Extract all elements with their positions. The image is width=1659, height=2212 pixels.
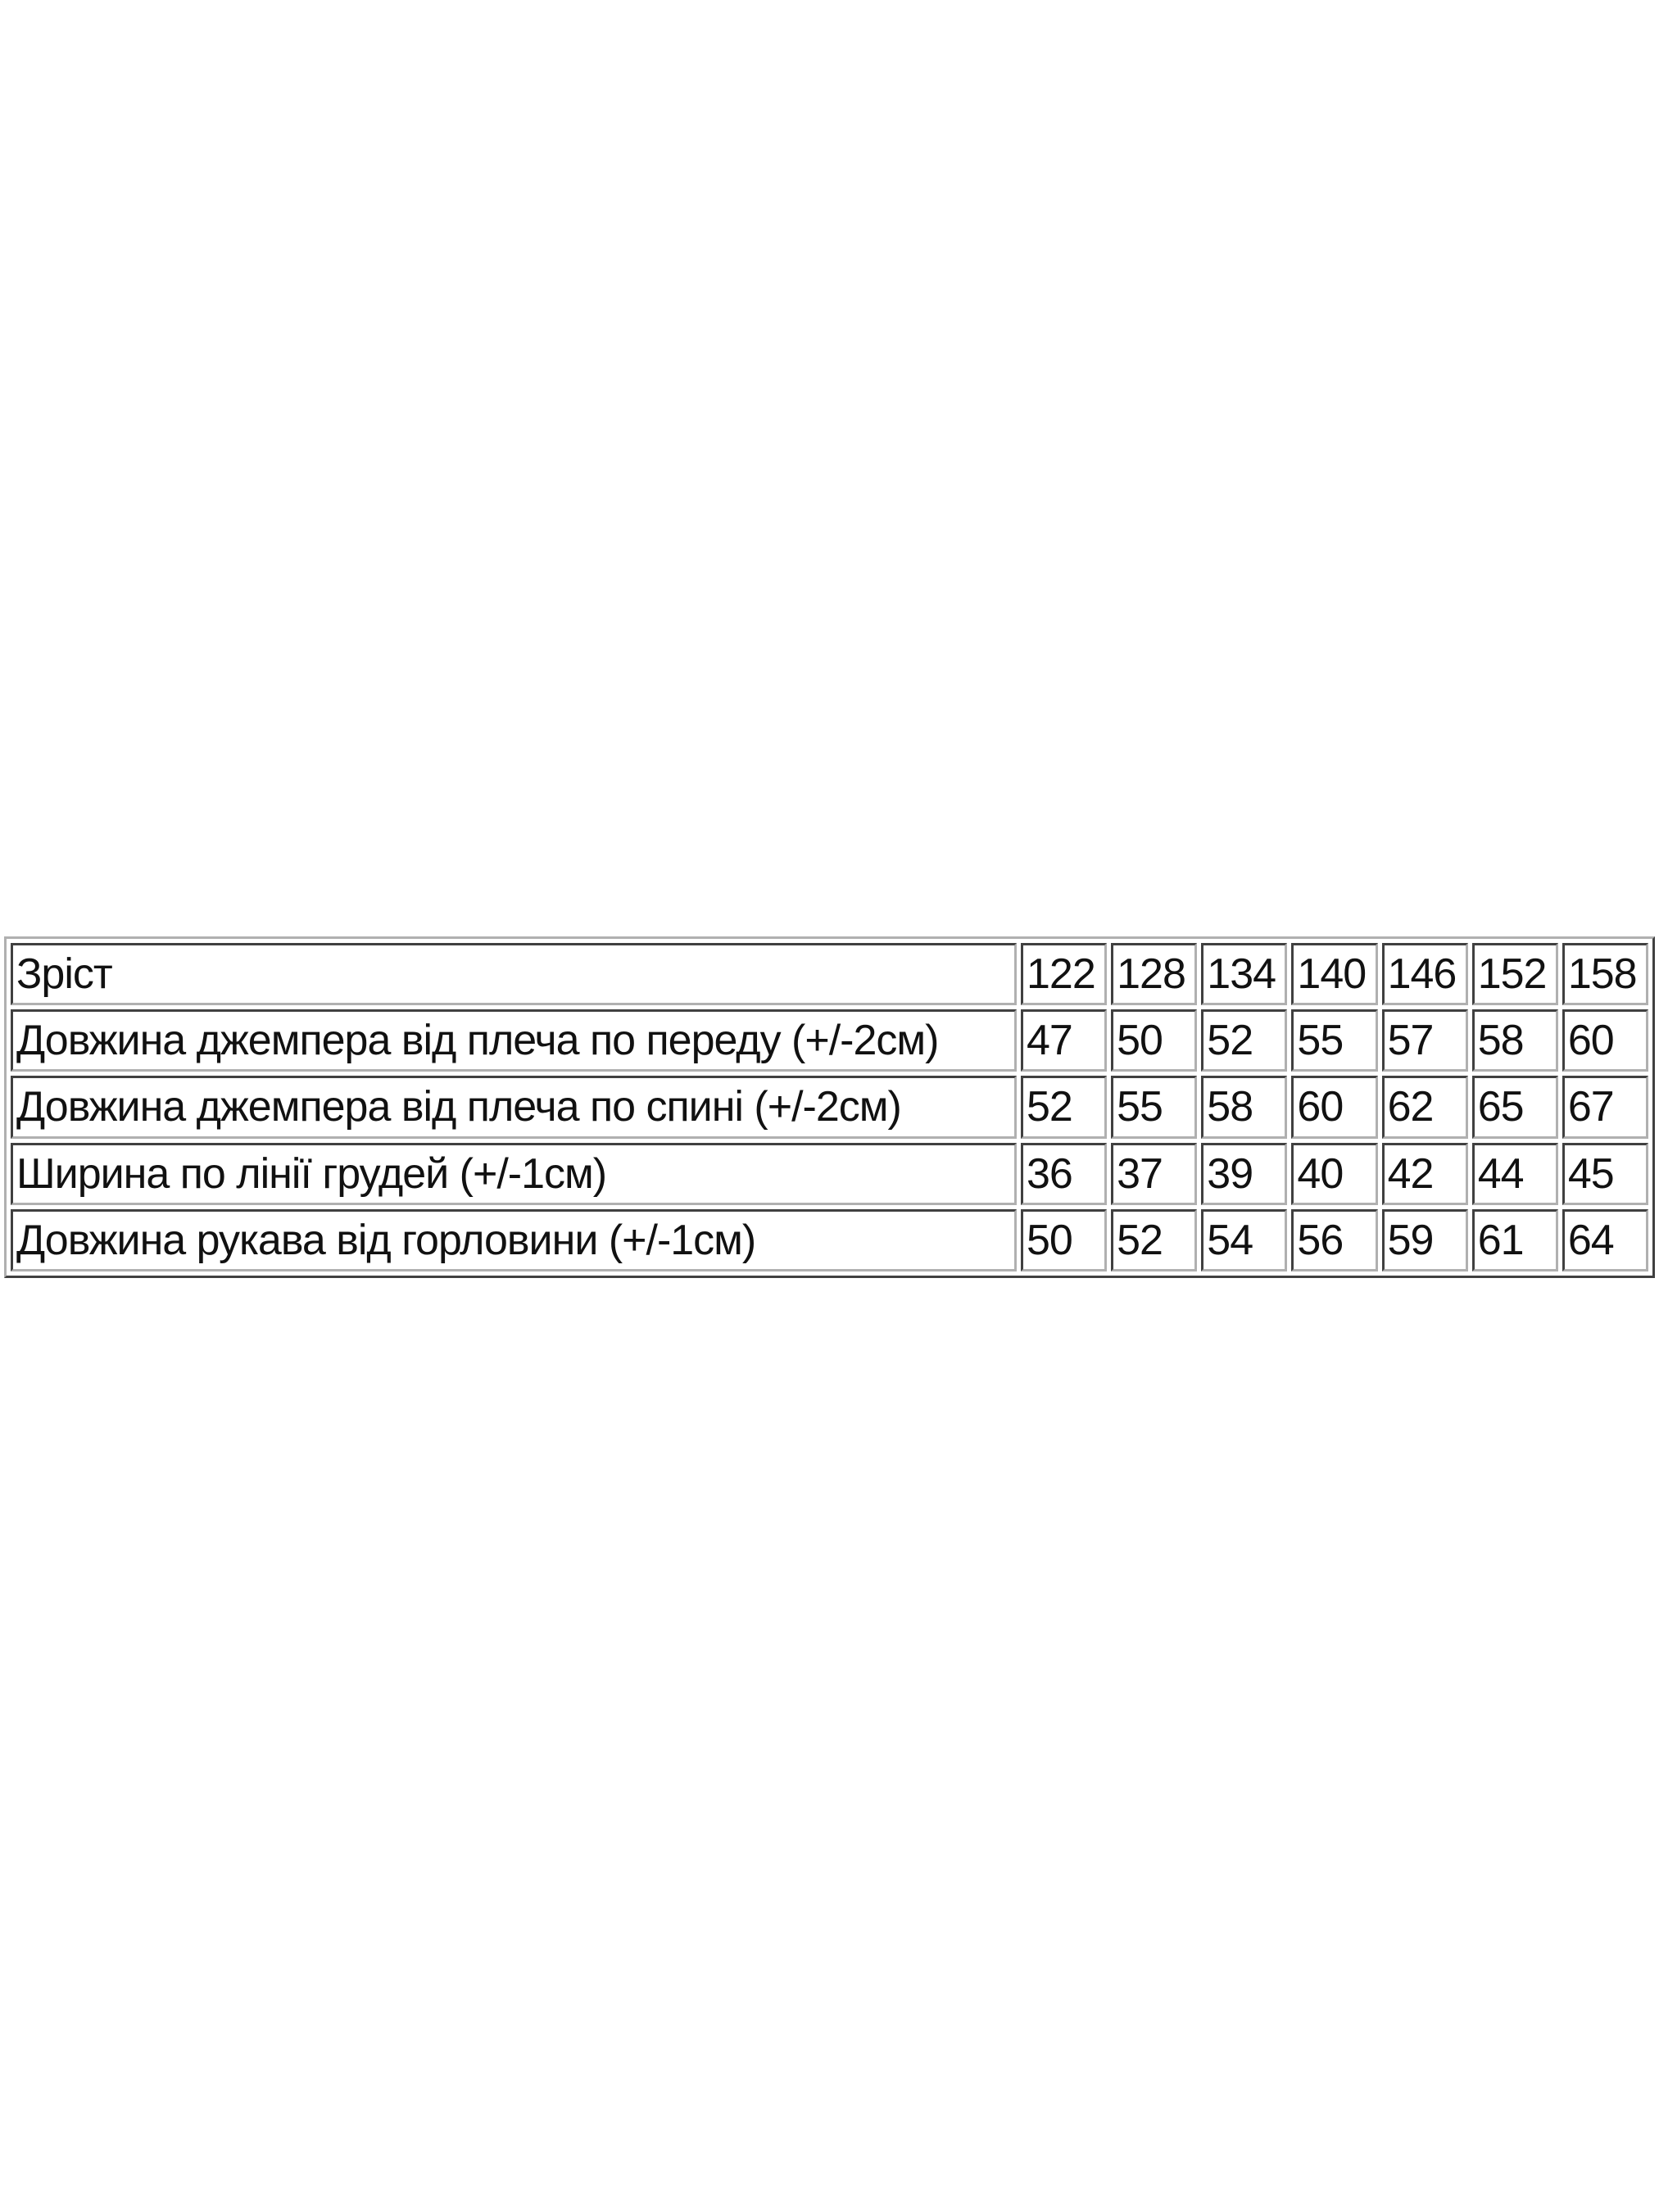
measurement-cell: 40: [1291, 1142, 1378, 1205]
height-size-cell: 152: [1471, 943, 1558, 1006]
table-row: Довжина джемпера від плеча по переду (+/…: [11, 1009, 1648, 1072]
measurement-cell: 37: [1111, 1142, 1198, 1205]
row-label: Довжина рукава від горловини (+/-1см): [11, 1208, 1017, 1271]
measurement-cell: 61: [1471, 1208, 1558, 1271]
measurement-cell: 65: [1471, 1076, 1558, 1139]
measurement-cell: 52: [1111, 1208, 1198, 1271]
measurement-cell: 58: [1201, 1076, 1288, 1139]
row-label: Довжина джемпера від плеча по спині (+/-…: [11, 1076, 1017, 1139]
measurement-cell: 42: [1381, 1142, 1468, 1205]
measurement-cell: 54: [1201, 1208, 1288, 1271]
measurement-cell: 52: [1201, 1009, 1288, 1072]
measurement-cell: 60: [1291, 1076, 1378, 1139]
measurement-cell: 55: [1111, 1076, 1198, 1139]
measurement-cell: 56: [1291, 1208, 1378, 1271]
measurement-cell: 60: [1562, 1009, 1648, 1072]
measurement-cell: 64: [1562, 1208, 1648, 1271]
measurement-cell: 50: [1111, 1009, 1198, 1072]
measurement-cell: 44: [1471, 1142, 1558, 1205]
height-size-cell: 140: [1291, 943, 1378, 1006]
measurement-cell: 45: [1562, 1142, 1648, 1205]
height-size-cell: 128: [1111, 943, 1198, 1006]
size-chart-table: Зріст 122 128 134 140 146 152 158 Довжина джемпе…: [4, 936, 1655, 1278]
row-label: Ширина по лінії грудей (+/-1см): [11, 1142, 1017, 1205]
row-label: Довжина джемпера від плеча по переду (+/…: [11, 1009, 1017, 1072]
measurement-cell: 52: [1021, 1076, 1108, 1139]
height-size-cell: 146: [1381, 943, 1468, 1006]
measurement-cell: 67: [1562, 1076, 1648, 1139]
measurement-cell: 50: [1021, 1208, 1108, 1271]
height-size-cell: 158: [1562, 943, 1648, 1006]
table-row: Ширина по лінії грудей (+/-1см) 36 37 39 40 4…: [11, 1142, 1648, 1205]
measurement-cell: 55: [1291, 1009, 1378, 1072]
height-size-cell: 122: [1021, 943, 1108, 1006]
measurement-cell: 36: [1021, 1142, 1108, 1205]
measurement-cell: 58: [1471, 1009, 1558, 1072]
row-label: Зріст: [11, 943, 1017, 1006]
table-row: Довжина рукава від горловини (+/-1см) 50 5…: [11, 1208, 1648, 1271]
height-size-cell: 134: [1201, 943, 1288, 1006]
measurement-cell: 57: [1381, 1009, 1468, 1072]
table-row: Довжина джемпера від плеча по спині (+/-…: [11, 1076, 1648, 1139]
measurement-cell: 39: [1201, 1142, 1288, 1205]
measurement-cell: 62: [1381, 1076, 1468, 1139]
header-row: Зріст 122 128 134 140 146 152 158: [11, 943, 1648, 1006]
measurement-cell: 59: [1381, 1208, 1468, 1271]
measurement-cell: 47: [1021, 1009, 1108, 1072]
